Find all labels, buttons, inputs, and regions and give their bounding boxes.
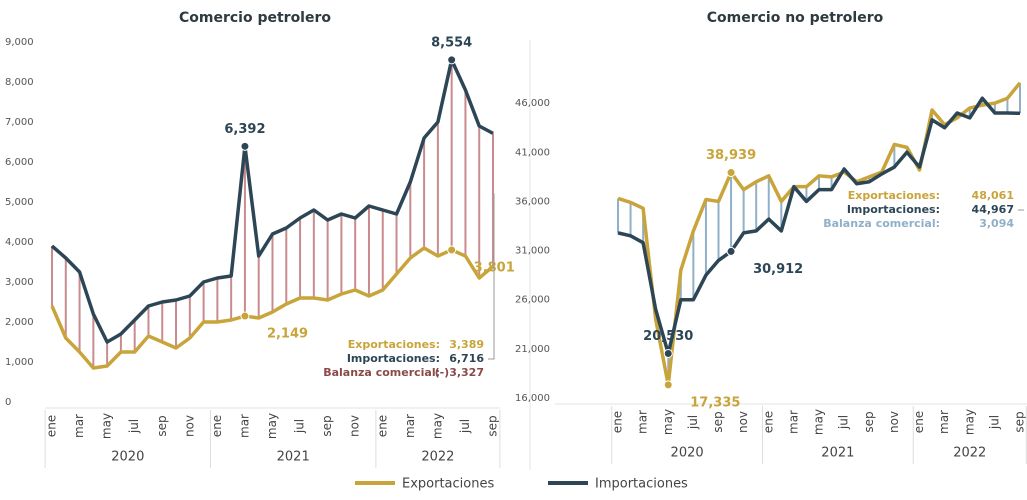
y-tick-label: 31,000: [515, 246, 550, 257]
year-label: 2021: [277, 450, 310, 465]
data-label: 2,149: [267, 327, 308, 342]
x-tick-label: nov: [182, 415, 196, 437]
x-tick-label: jul: [837, 415, 851, 430]
summary-value: 3,389: [449, 338, 484, 351]
y-tick-label: 2,000: [5, 317, 34, 328]
summary-connector: [488, 193, 495, 360]
x-tick-label: ene: [611, 411, 625, 433]
x-tick-label: jul: [127, 419, 141, 434]
data-label: 17,335: [690, 395, 740, 410]
y-tick-label: 5,000: [5, 197, 34, 208]
summary-label: Importaciones:: [847, 203, 940, 216]
summary-value: (-)3,327: [435, 366, 484, 379]
summary-value: 48,061: [972, 189, 1014, 202]
point: [726, 246, 736, 256]
point: [240, 311, 250, 321]
data-label: 8,554: [431, 35, 472, 50]
x-tick-label: jul: [987, 415, 1001, 430]
summary-label: Balanza comercial:: [823, 217, 940, 230]
legend-label: Exportaciones: [402, 477, 494, 492]
series-line: [617, 96, 1021, 356]
x-tick-label: jul: [458, 419, 472, 434]
point: [447, 55, 457, 65]
x-tick-label: sep: [711, 411, 725, 432]
point: [726, 168, 736, 178]
summary-value: 6,716: [449, 352, 484, 365]
year-label: 2022: [953, 446, 986, 461]
data-label: 30,912: [753, 262, 803, 277]
y-tick-label: 16,000: [515, 393, 550, 404]
x-tick-label: jul: [293, 419, 307, 434]
x-tick-label: may: [100, 413, 114, 439]
x-tick-label: ene: [210, 415, 224, 437]
x-tick-label: sep: [320, 415, 334, 436]
y-tick-label: 21,000: [515, 344, 550, 355]
x-tick-label: ene: [375, 415, 389, 437]
summary-label: Exportaciones:: [848, 189, 940, 202]
y-tick-label: 9,000: [5, 37, 34, 48]
x-tick-label: may: [661, 409, 675, 435]
chart-title: Comercio petrolero: [179, 10, 331, 26]
point: [663, 348, 673, 358]
x-tick-label: mar: [937, 410, 951, 434]
year-label: 2020: [111, 450, 144, 465]
y-tick-label: 36,000: [515, 196, 550, 207]
summary-value: 3,094: [979, 217, 1014, 230]
x-tick-label: nov: [736, 411, 750, 433]
year-label: 2021: [821, 446, 854, 461]
x-tick-label: nov: [887, 411, 901, 433]
x-tick-label: may: [265, 413, 279, 439]
chart-title: Comercio no petrolero: [707, 10, 884, 26]
x-tick-label: ene: [761, 411, 775, 433]
data-label: 38,939: [706, 148, 756, 163]
summary-value: 44,967: [972, 203, 1014, 216]
series-line: [50, 58, 494, 344]
point: [663, 380, 673, 390]
point: [240, 141, 250, 151]
summary-label: Exportaciones:: [348, 338, 440, 351]
point: [447, 245, 457, 255]
summary-label: Balanza comercial:: [323, 366, 440, 379]
x-tick-label: ene: [45, 415, 59, 437]
y-tick-label: 3,000: [5, 277, 34, 288]
x-tick-label: ene: [912, 411, 926, 433]
x-tick-label: mar: [786, 410, 800, 434]
x-tick-label: sep: [486, 415, 500, 436]
y-tick-label: 8,000: [5, 77, 34, 88]
x-tick-label: mar: [636, 410, 650, 434]
series-line: [50, 246, 495, 370]
x-tick-label: mar: [237, 414, 251, 438]
data-label: 6,392: [224, 122, 265, 137]
y-tick-label: 41,000: [515, 147, 550, 158]
y-tick-label: 46,000: [515, 98, 550, 109]
x-tick-label: sep: [862, 411, 876, 432]
x-tick-label: may: [430, 413, 444, 439]
y-tick-label: 6,000: [5, 157, 34, 168]
x-tick-label: may: [962, 409, 976, 435]
summary-label: Importaciones:: [347, 352, 440, 365]
year-label: 2022: [421, 450, 454, 465]
y-tick-label: 26,000: [515, 295, 550, 306]
data-label: 20,530: [643, 329, 693, 344]
y-tick-label: 4,000: [5, 237, 34, 248]
year-label: 2020: [671, 446, 704, 461]
y-tick-label: 1,000: [5, 357, 34, 368]
x-tick-label: sep: [1013, 411, 1027, 432]
legend-label: Importaciones: [595, 477, 688, 492]
x-tick-label: sep: [155, 415, 169, 436]
x-tick-label: mar: [403, 414, 417, 438]
x-tick-label: may: [812, 409, 826, 435]
x-tick-label: mar: [72, 414, 86, 438]
y-tick-label: 0: [5, 397, 11, 408]
x-tick-label: jul: [686, 415, 700, 430]
x-tick-label: nov: [348, 415, 362, 437]
y-tick-label: 7,000: [5, 117, 34, 128]
